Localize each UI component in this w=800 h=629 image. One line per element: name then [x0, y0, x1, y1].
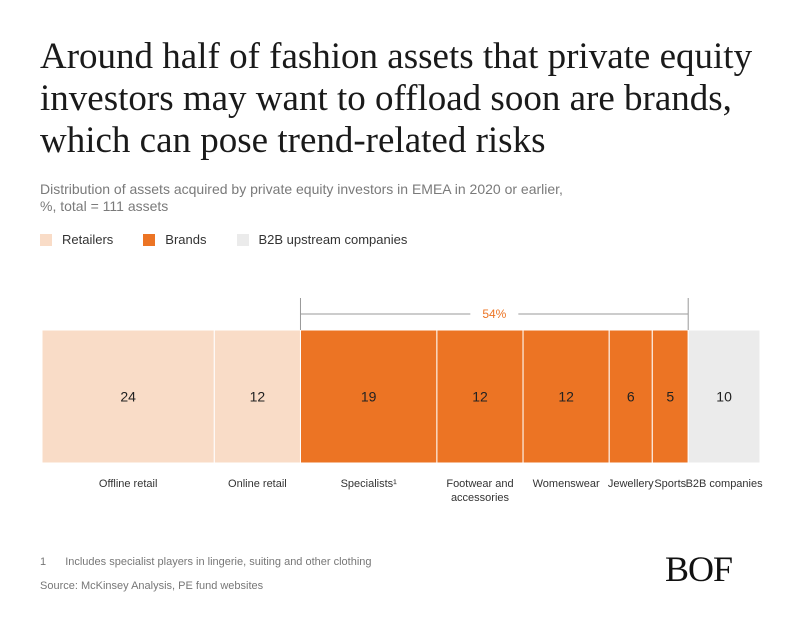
group-total-label: 54% [482, 307, 506, 321]
chart-title: Around half of fashion assets that priva… [40, 36, 753, 161]
category-label: Online retail [228, 478, 287, 490]
source-note: Source: McKinsey Analysis, PE fund websi… [40, 580, 264, 592]
value-label: 10 [716, 389, 732, 405]
subtitle-line-2: %, total = 111 assets [40, 198, 169, 214]
chart-subtitle: Distribution of assets acquired by priva… [40, 181, 760, 215]
category-label: Jewellery [608, 478, 654, 490]
value-label: 6 [627, 389, 635, 405]
bar-segment [687, 329, 761, 464]
bar-segment [299, 329, 438, 464]
footnote: 1 Includes specialist players in lingeri… [40, 556, 372, 568]
bar-segment [41, 329, 215, 464]
category-label: Sports [654, 478, 686, 490]
value-label: 12 [558, 389, 574, 405]
legend-label: Brands [165, 232, 207, 247]
category-label: Womenswear [533, 478, 600, 490]
value-label: 24 [120, 389, 136, 405]
legend-swatch [40, 233, 52, 246]
category-label: B2B companies [686, 478, 764, 490]
value-label: 12 [250, 389, 266, 405]
legend-label: B2B upstream companies [258, 232, 408, 247]
value-label: 5 [666, 389, 674, 405]
bar-segment [522, 329, 610, 464]
legend-swatch [236, 233, 249, 246]
category-label: Footwear and accessories [446, 478, 513, 504]
legend: Retailers Brands B2B upstream companies [40, 232, 437, 247]
bar-segment [213, 329, 301, 464]
legend-item-brands: Brands [143, 232, 207, 247]
footnote-number: 1 [40, 556, 47, 568]
legend-label: Retailers [62, 232, 114, 247]
value-label: 19 [361, 389, 377, 405]
subtitle-line-1: Distribution of assets acquired by priva… [40, 181, 563, 197]
bar-segment [651, 329, 689, 464]
bof-logo: BOF [665, 549, 733, 589]
legend-item-b2b: B2B upstream companies [236, 232, 408, 247]
legend-item-retailers: Retailers [40, 232, 113, 247]
footnote-text: Includes specialist players in lingerie,… [65, 556, 372, 568]
category-label: Specialists¹ [341, 478, 398, 490]
legend-swatch [143, 233, 156, 246]
value-label: 12 [472, 389, 488, 405]
category-label: Offline retail [99, 478, 158, 490]
